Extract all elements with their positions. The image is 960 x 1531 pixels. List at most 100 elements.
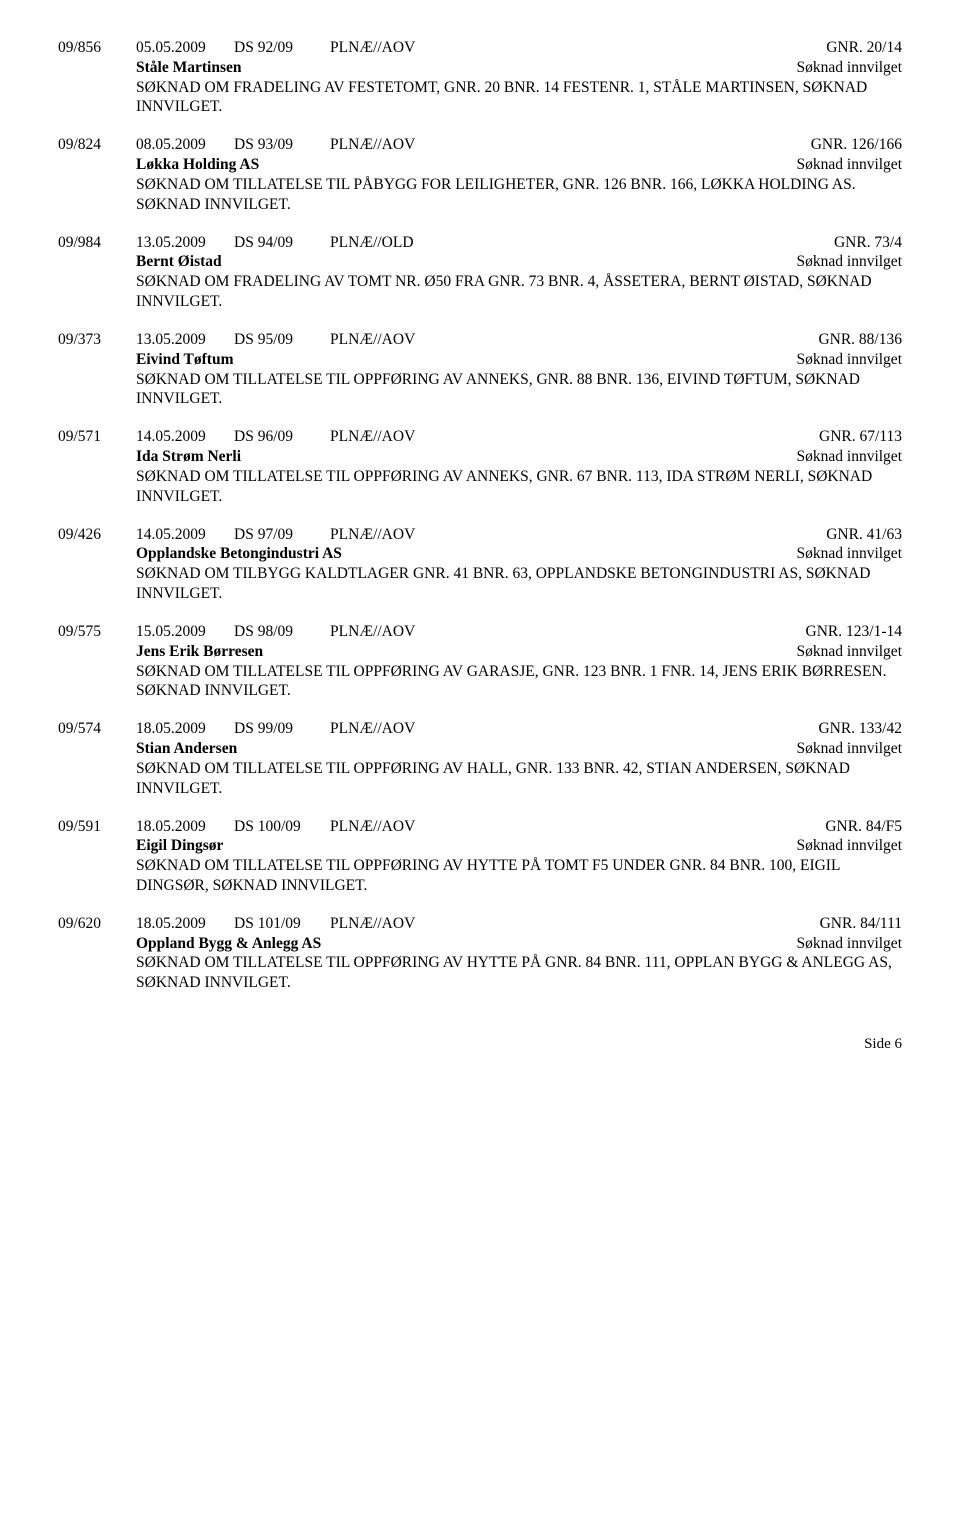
- entry-description: SØKNAD OM FRADELING AV TOMT NR. Ø50 FRA …: [58, 272, 902, 312]
- ds-reference: DS 99/09: [234, 719, 330, 739]
- applicant-name: Eivind Tøftum: [136, 350, 797, 370]
- case-reference: 09/591: [58, 817, 136, 837]
- case-date: 18.05.2009: [136, 914, 234, 934]
- entry-header-line: 09/37313.05.2009DS 95/09PLNÆ//AOVGNR. 88…: [58, 330, 902, 350]
- gnr-reference: GNR. 88/136: [818, 330, 902, 350]
- unit-code: PLNÆ//AOV: [330, 427, 819, 447]
- applicant-name: Bernt Øistad: [136, 252, 797, 272]
- entry-description: SØKNAD OM TILBYGG KALDTLAGER GNR. 41 BNR…: [58, 564, 902, 604]
- gnr-reference: GNR. 20/14: [826, 38, 902, 58]
- gnr-reference: GNR. 73/4: [834, 233, 902, 253]
- ds-reference: DS 92/09: [234, 38, 330, 58]
- unit-code: PLNÆ//OLD: [330, 233, 834, 253]
- gnr-reference: GNR. 133/42: [818, 719, 902, 739]
- unit-code: PLNÆ//AOV: [330, 525, 826, 545]
- gnr-reference: GNR. 41/63: [826, 525, 902, 545]
- entry-header-line: 09/57515.05.2009DS 98/09PLNÆ//AOVGNR. 12…: [58, 622, 902, 642]
- entry-header-line: 09/59118.05.2009DS 100/09PLNÆ//AOVGNR. 8…: [58, 817, 902, 837]
- entry-description: SØKNAD OM TILLATELSE TIL OPPFØRING AV AN…: [58, 467, 902, 507]
- unit-code: PLNÆ//AOV: [330, 719, 818, 739]
- application-status: Søknad innvilget: [797, 934, 902, 954]
- unit-code: PLNÆ//AOV: [330, 135, 811, 155]
- case-reference: 09/620: [58, 914, 136, 934]
- case-date: 13.05.2009: [136, 330, 234, 350]
- application-status: Søknad innvilget: [797, 447, 902, 467]
- case-entry: 09/57418.05.2009DS 99/09PLNÆ//AOVGNR. 13…: [58, 719, 902, 798]
- case-reference: 09/373: [58, 330, 136, 350]
- unit-code: PLNÆ//AOV: [330, 330, 818, 350]
- case-entry: 09/98413.05.2009DS 94/09PLNÆ//OLDGNR. 73…: [58, 233, 902, 312]
- entry-header-line: 09/85605.05.2009DS 92/09PLNÆ//AOVGNR. 20…: [58, 38, 902, 58]
- case-entry: 09/59118.05.2009DS 100/09PLNÆ//AOVGNR. 8…: [58, 817, 902, 896]
- entry-description: SØKNAD OM TILLATELSE TIL OPPFØRING AV HA…: [58, 759, 902, 799]
- case-reference: 09/575: [58, 622, 136, 642]
- entry-header-line: 09/57114.05.2009DS 96/09PLNÆ//AOVGNR. 67…: [58, 427, 902, 447]
- case-entry: 09/85605.05.2009DS 92/09PLNÆ//AOVGNR. 20…: [58, 38, 902, 117]
- ds-reference: DS 93/09: [234, 135, 330, 155]
- case-reference: 09/571: [58, 427, 136, 447]
- application-status: Søknad innvilget: [797, 739, 902, 759]
- entry-applicant-line: Oppland Bygg & Anlegg ASSøknad innvilget: [58, 934, 902, 954]
- case-entry: 09/42614.05.2009DS 97/09PLNÆ//AOVGNR. 41…: [58, 525, 902, 604]
- case-entry: 09/62018.05.2009DS 101/09PLNÆ//AOVGNR. 8…: [58, 914, 902, 993]
- application-status: Søknad innvilget: [797, 252, 902, 272]
- case-reference: 09/856: [58, 38, 136, 58]
- case-entry: 09/37313.05.2009DS 95/09PLNÆ//AOVGNR. 88…: [58, 330, 902, 409]
- applicant-name: Ida Strøm Nerli: [136, 447, 797, 467]
- case-date: 18.05.2009: [136, 719, 234, 739]
- case-reference: 09/426: [58, 525, 136, 545]
- application-status: Søknad innvilget: [797, 350, 902, 370]
- case-entry: 09/57515.05.2009DS 98/09PLNÆ//AOVGNR. 12…: [58, 622, 902, 701]
- entry-applicant-line: Ida Strøm NerliSøknad innvilget: [58, 447, 902, 467]
- page-number: Side 6: [58, 1035, 902, 1054]
- applicant-name: Opplandske Betongindustri AS: [136, 544, 797, 564]
- case-date: 14.05.2009: [136, 525, 234, 545]
- ds-reference: DS 101/09: [234, 914, 330, 934]
- gnr-reference: GNR. 84/F5: [825, 817, 902, 837]
- case-reference: 09/824: [58, 135, 136, 155]
- case-reference: 09/574: [58, 719, 136, 739]
- applicant-name: Jens Erik Børresen: [136, 642, 797, 662]
- entry-header-line: 09/57418.05.2009DS 99/09PLNÆ//AOVGNR. 13…: [58, 719, 902, 739]
- gnr-reference: GNR. 84/111: [820, 914, 902, 934]
- case-date: 08.05.2009: [136, 135, 234, 155]
- case-reference: 09/984: [58, 233, 136, 253]
- unit-code: PLNÆ//AOV: [330, 817, 825, 837]
- entry-applicant-line: Jens Erik BørresenSøknad innvilget: [58, 642, 902, 662]
- entry-applicant-line: Ståle MartinsenSøknad innvilget: [58, 58, 902, 78]
- entry-applicant-line: Eigil DingsørSøknad innvilget: [58, 836, 902, 856]
- ds-reference: DS 98/09: [234, 622, 330, 642]
- application-status: Søknad innvilget: [797, 544, 902, 564]
- case-date: 18.05.2009: [136, 817, 234, 837]
- entry-description: SØKNAD OM TILLATELSE TIL PÅBYGG FOR LEIL…: [58, 175, 902, 215]
- entry-description: SØKNAD OM TILLATELSE TIL OPPFØRING AV HY…: [58, 953, 902, 993]
- case-date: 14.05.2009: [136, 427, 234, 447]
- application-status: Søknad innvilget: [797, 58, 902, 78]
- applicant-name: Ståle Martinsen: [136, 58, 797, 78]
- entry-description: SØKNAD OM TILLATELSE TIL OPPFØRING AV GA…: [58, 662, 902, 702]
- unit-code: PLNÆ//AOV: [330, 914, 820, 934]
- unit-code: PLNÆ//AOV: [330, 38, 826, 58]
- ds-reference: DS 94/09: [234, 233, 330, 253]
- case-date: 05.05.2009: [136, 38, 234, 58]
- gnr-reference: GNR. 123/1-14: [806, 622, 902, 642]
- entry-description: SØKNAD OM TILLATELSE TIL OPPFØRING AV AN…: [58, 370, 902, 410]
- case-entry: 09/57114.05.2009DS 96/09PLNÆ//AOVGNR. 67…: [58, 427, 902, 506]
- application-status: Søknad innvilget: [797, 155, 902, 175]
- entry-header-line: 09/62018.05.2009DS 101/09PLNÆ//AOVGNR. 8…: [58, 914, 902, 934]
- application-status: Søknad innvilget: [797, 836, 902, 856]
- entry-applicant-line: Løkka Holding ASSøknad innvilget: [58, 155, 902, 175]
- entry-header-line: 09/98413.05.2009DS 94/09PLNÆ//OLDGNR. 73…: [58, 233, 902, 253]
- application-status: Søknad innvilget: [797, 642, 902, 662]
- entry-description: SØKNAD OM FRADELING AV FESTETOMT, GNR. 2…: [58, 78, 902, 118]
- applicant-name: Eigil Dingsør: [136, 836, 797, 856]
- ds-reference: DS 97/09: [234, 525, 330, 545]
- applicant-name: Løkka Holding AS: [136, 155, 797, 175]
- entry-header-line: 09/42614.05.2009DS 97/09PLNÆ//AOVGNR. 41…: [58, 525, 902, 545]
- gnr-reference: GNR. 67/113: [819, 427, 902, 447]
- unit-code: PLNÆ//AOV: [330, 622, 806, 642]
- applicant-name: Stian Andersen: [136, 739, 797, 759]
- case-entry: 09/82408.05.2009DS 93/09PLNÆ//AOVGNR. 12…: [58, 135, 902, 214]
- entry-description: SØKNAD OM TILLATELSE TIL OPPFØRING AV HY…: [58, 856, 902, 896]
- case-date: 15.05.2009: [136, 622, 234, 642]
